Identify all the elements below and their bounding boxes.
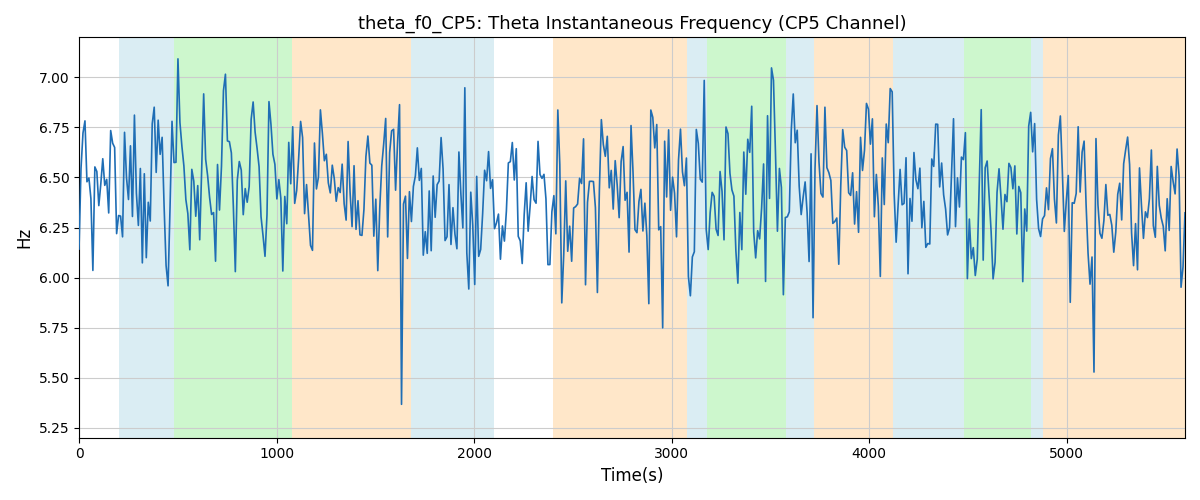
Title: theta_f0_CP5: Theta Instantaneous Frequency (CP5 Channel): theta_f0_CP5: Theta Instantaneous Freque… — [358, 15, 906, 34]
Bar — [814, 38, 893, 438]
Bar — [553, 38, 688, 438]
X-axis label: Time(s): Time(s) — [601, 467, 664, 485]
Bar — [688, 38, 707, 438]
Bar — [293, 38, 410, 438]
Bar — [410, 38, 493, 438]
Bar — [1031, 38, 1043, 438]
Bar — [893, 38, 964, 438]
Bar — [174, 38, 293, 438]
Bar — [1043, 38, 1186, 438]
Y-axis label: Hz: Hz — [14, 227, 32, 248]
Bar — [119, 38, 174, 438]
Bar — [964, 38, 1031, 438]
Bar — [707, 38, 786, 438]
Bar — [786, 38, 814, 438]
